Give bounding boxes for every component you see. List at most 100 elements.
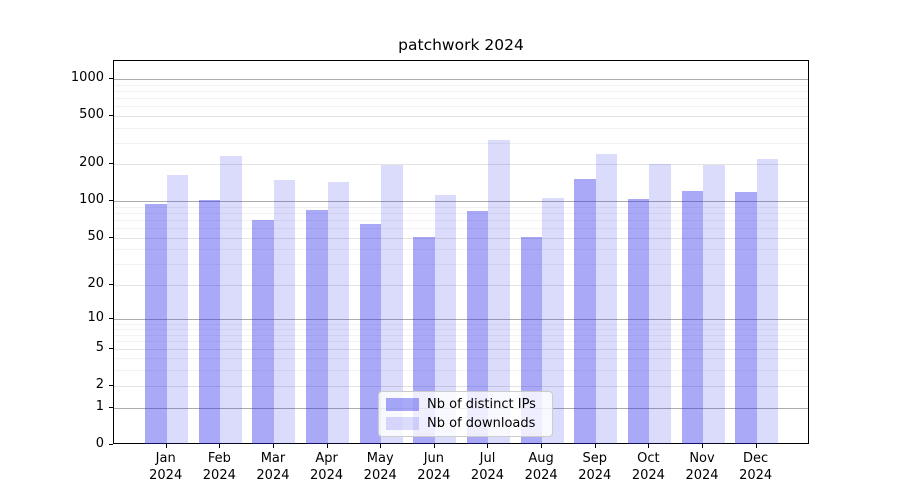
gridline-minor bbox=[114, 264, 808, 266]
gridline-minor bbox=[114, 328, 808, 330]
y-tick-label: 0 bbox=[95, 435, 104, 451]
x-tick-label: Sep 2024 bbox=[578, 451, 612, 483]
gridline-major bbox=[114, 201, 808, 202]
y-tick-mark bbox=[109, 318, 113, 320]
y-tick-mark bbox=[109, 236, 113, 238]
x-tick-mark bbox=[541, 444, 543, 448]
gridline-minor bbox=[114, 369, 808, 371]
y-tick-label: 5 bbox=[95, 340, 104, 356]
chart-title: patchwork 2024 bbox=[398, 36, 524, 54]
gridline-mid bbox=[114, 349, 808, 351]
legend-swatch-distinct-ips bbox=[386, 398, 419, 411]
gridline-minor bbox=[114, 249, 808, 251]
x-tick-mark bbox=[165, 444, 167, 448]
bar-downloads-apr bbox=[327, 181, 350, 445]
gridline-minor bbox=[114, 219, 808, 221]
y-tick-mark bbox=[109, 78, 113, 80]
gridline-minor bbox=[114, 323, 808, 325]
x-tick-mark bbox=[648, 444, 650, 448]
bar-downloads-jun bbox=[434, 194, 457, 445]
bar-downloads-oct bbox=[649, 163, 671, 445]
gridline-mid bbox=[114, 386, 808, 387]
x-tick-mark bbox=[702, 444, 703, 448]
gridline-mid bbox=[114, 285, 808, 286]
y-tick-mark bbox=[109, 385, 113, 386]
x-tick-label: Oct 2024 bbox=[631, 451, 665, 483]
bar-downloads-jan bbox=[166, 175, 189, 445]
y-tick-label: 10 bbox=[87, 310, 104, 326]
x-tick-mark bbox=[755, 444, 757, 448]
x-tick-mark bbox=[487, 444, 489, 448]
gridline-major bbox=[114, 79, 808, 81]
bar-downloads-nov bbox=[703, 165, 725, 445]
gridline-minor bbox=[114, 106, 808, 108]
bar-distinct-ips-mar bbox=[252, 219, 274, 445]
gridline-mid bbox=[114, 164, 808, 166]
legend-label: Nb of distinct IPs bbox=[427, 397, 536, 412]
gridline-minor bbox=[114, 91, 808, 93]
bar-downloads-dec bbox=[756, 158, 779, 445]
x-tick-label: Mar 2024 bbox=[256, 451, 290, 483]
x-tick-label: Feb 2024 bbox=[202, 451, 236, 483]
y-tick-mark bbox=[109, 443, 113, 445]
y-tick-mark bbox=[109, 284, 113, 285]
y-tick-label: 50 bbox=[87, 228, 104, 244]
y-tick-label: 500 bbox=[79, 107, 104, 122]
x-tick-mark bbox=[219, 444, 221, 448]
gridline-minor bbox=[114, 98, 808, 100]
x-tick-label: Jul 2024 bbox=[470, 451, 505, 483]
x-tick-label: Nov 2024 bbox=[685, 451, 719, 483]
x-tick-mark bbox=[380, 444, 382, 448]
bar-distinct-ips-sep bbox=[574, 178, 596, 445]
x-tick-label: Dec 2024 bbox=[739, 451, 773, 483]
legend-row: Nb of downloads bbox=[386, 416, 544, 431]
x-tick-label: Jan 2024 bbox=[149, 451, 183, 483]
legend-row: Nb of distinct IPs bbox=[386, 397, 544, 412]
bar-distinct-ips-apr bbox=[306, 209, 328, 445]
bar-distinct-ips-oct bbox=[627, 199, 650, 445]
x-tick-label: Jun 2024 bbox=[417, 451, 451, 483]
y-tick-mark bbox=[109, 115, 113, 116]
bar-downloads-aug bbox=[542, 197, 564, 445]
bar-downloads-may bbox=[381, 165, 403, 445]
gridline-minor bbox=[114, 212, 808, 214]
x-tick-label: Apr 2024 bbox=[310, 451, 344, 483]
y-tick-label: 2 bbox=[95, 377, 104, 392]
legend: Nb of distinct IPs Nb of downloads bbox=[378, 391, 553, 437]
x-tick-label: Aug 2024 bbox=[524, 451, 558, 483]
y-tick-mark bbox=[109, 163, 113, 165]
gridline-minor bbox=[114, 228, 808, 230]
gridline-minor bbox=[114, 206, 808, 208]
bar-downloads-jul bbox=[488, 140, 510, 445]
gridline-minor bbox=[114, 142, 808, 144]
y-tick-mark bbox=[109, 348, 113, 350]
plot-area bbox=[113, 60, 809, 445]
gridline-mid bbox=[114, 116, 808, 117]
x-tick-label: May 2024 bbox=[363, 451, 397, 483]
bar-downloads-mar bbox=[273, 179, 296, 445]
gridline-minor bbox=[114, 127, 808, 129]
y-tick-label: 1000 bbox=[70, 70, 104, 86]
bar-distinct-ips-nov bbox=[681, 190, 703, 445]
x-tick-mark bbox=[326, 444, 328, 448]
gridline-major bbox=[114, 319, 808, 321]
y-tick-label: 20 bbox=[87, 276, 104, 291]
x-tick-mark bbox=[594, 444, 596, 448]
gridline-minor bbox=[114, 341, 808, 343]
gridline-minor bbox=[114, 358, 808, 360]
bar-distinct-ips-dec bbox=[735, 191, 757, 445]
y-tick-label: 1 bbox=[95, 399, 104, 415]
bar-distinct-ips-may bbox=[359, 223, 382, 445]
x-tick-mark bbox=[272, 444, 274, 448]
x-tick-mark bbox=[433, 444, 435, 448]
y-tick-mark bbox=[109, 407, 113, 409]
gridline-minor bbox=[114, 334, 808, 336]
bar-downloads-sep bbox=[595, 154, 618, 445]
gridline-mid bbox=[114, 237, 808, 239]
bar-distinct-ips-jan bbox=[145, 203, 167, 445]
y-tick-mark bbox=[109, 200, 113, 201]
bar-distinct-ips-feb bbox=[198, 199, 221, 445]
bar-downloads-feb bbox=[220, 155, 242, 445]
legend-label: Nb of downloads bbox=[427, 416, 536, 431]
